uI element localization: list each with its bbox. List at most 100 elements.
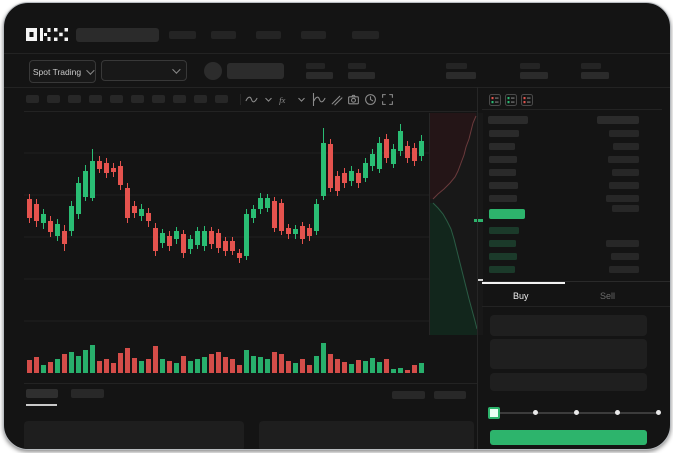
candle: [356, 169, 361, 188]
volume-bar: [48, 362, 53, 373]
bid-row-amount: [609, 266, 639, 273]
line-style-icon[interactable]: [245, 93, 259, 107]
candle: [349, 166, 354, 186]
ticker-stat-value-2: [348, 72, 375, 79]
candle: [188, 235, 193, 254]
tab-buy[interactable]: Buy: [513, 291, 529, 301]
candle: [244, 209, 249, 260]
order-input-2[interactable]: [490, 339, 647, 369]
candle: [153, 223, 158, 256]
bid-row-price[interactable]: [489, 266, 515, 273]
candle: [293, 225, 298, 239]
slider-step-dot[interactable]: [533, 410, 538, 415]
screenshot-camera-icon[interactable]: [347, 93, 361, 107]
slider-step-dot[interactable]: [656, 410, 661, 415]
candlestick-chart[interactable]: [24, 113, 429, 335]
market-type-selector[interactable]: Spot Trading: [29, 60, 96, 83]
bottom-control-1[interactable]: [392, 391, 425, 399]
volume-bar: [202, 357, 207, 373]
depth-last-price-tick: [474, 219, 483, 222]
volume-bar: [139, 361, 144, 373]
timeframe-button-8[interactable]: [173, 95, 186, 103]
timeframe-button-3[interactable]: [68, 95, 81, 103]
nav-item-5[interactable]: [352, 31, 379, 39]
history-clock-icon[interactable]: [364, 93, 378, 107]
book-view-asks-icon[interactable]: [521, 93, 533, 106]
nav-item-1[interactable]: [169, 31, 196, 39]
ask-row-price[interactable]: [489, 156, 517, 163]
candle: [237, 249, 242, 263]
pair-selector-dropdown[interactable]: [101, 60, 187, 81]
volume-bar: [174, 363, 179, 373]
nav-item-2[interactable]: [211, 31, 236, 39]
timeframe-button-2[interactable]: [47, 95, 60, 103]
book-view-bids-icon[interactable]: [505, 93, 517, 106]
chevron-down-icon[interactable]: [295, 93, 309, 107]
bid-row-amount: [611, 253, 639, 260]
candle: [370, 149, 375, 171]
ask-row-price[interactable]: [489, 182, 518, 189]
ticker-stat-value-5: [581, 72, 609, 79]
volume-bar: [244, 350, 249, 373]
slider-step-dot[interactable]: [574, 410, 579, 415]
ask-row-price[interactable]: [489, 143, 515, 150]
bottom-control-2[interactable]: [434, 391, 466, 399]
candle: [286, 224, 291, 239]
order-input-1[interactable]: [490, 315, 647, 336]
timeframe-button-4[interactable]: [89, 95, 102, 103]
timeframe-button-6[interactable]: [131, 95, 144, 103]
candle: [41, 209, 46, 229]
ask-row-price[interactable]: [489, 195, 517, 202]
bottom-tab-2[interactable]: [71, 389, 104, 398]
candle: [230, 237, 235, 255]
ask-row-price[interactable]: [489, 130, 519, 137]
slider-step-dot[interactable]: [615, 410, 620, 415]
candle: [258, 193, 263, 214]
bottom-active-tab-underline: [26, 404, 57, 406]
book-view-combined-icon[interactable]: [489, 93, 501, 106]
candle: [419, 135, 424, 161]
nav-item-4[interactable]: [301, 31, 326, 39]
bid-row-price[interactable]: [489, 227, 519, 234]
depth-bids-area: [430, 203, 477, 335]
bid-row-price[interactable]: [489, 253, 517, 260]
timeframe-button-7[interactable]: [152, 95, 165, 103]
order-input-3[interactable]: [490, 373, 647, 391]
nav-item-3[interactable]: [256, 31, 281, 39]
tab-sell[interactable]: Sell: [600, 291, 616, 301]
chevron-down-icon[interactable]: [262, 93, 276, 107]
bid-row-price[interactable]: [489, 240, 516, 247]
timeframe-button-5[interactable]: [110, 95, 123, 103]
slider-handle[interactable]: [488, 407, 500, 419]
search-input[interactable]: [76, 28, 159, 42]
ask-row-amount: [606, 195, 639, 202]
candle: [132, 201, 137, 218]
timeframe-button-1[interactable]: [26, 95, 39, 103]
volume-bar: [384, 359, 389, 373]
volume-bar: [286, 361, 291, 373]
volume-bar: [216, 352, 221, 373]
draw-tools-icon[interactable]: [330, 93, 344, 107]
overlay-line-icon[interactable]: [313, 93, 327, 107]
bottom-table-panel-2: [259, 421, 474, 449]
toolbar-divider: [240, 94, 241, 105]
orderbook-header-amount: [597, 116, 639, 124]
ask-row-price[interactable]: [489, 169, 516, 176]
buy-submit-button[interactable]: [490, 430, 647, 445]
candle: [34, 199, 39, 227]
candle: [363, 158, 368, 182]
ticker-stat-label-4: [520, 63, 540, 69]
last-price-bar[interactable]: [489, 209, 525, 219]
fullscreen-expand-icon[interactable]: [381, 93, 395, 107]
candle: [160, 229, 165, 248]
svg-text:fx: fx: [279, 95, 285, 105]
timeframe-button-10[interactable]: [215, 95, 228, 103]
ticker-stat-value-3: [446, 72, 476, 79]
bottom-tab-1[interactable]: [26, 389, 58, 398]
timeframe-button-9[interactable]: [194, 95, 207, 103]
indicators-fx-icon[interactable]: fx: [277, 93, 291, 107]
candle: [202, 226, 207, 251]
candle: [90, 149, 95, 201]
candle: [300, 222, 305, 244]
volume-bar: [419, 363, 424, 373]
